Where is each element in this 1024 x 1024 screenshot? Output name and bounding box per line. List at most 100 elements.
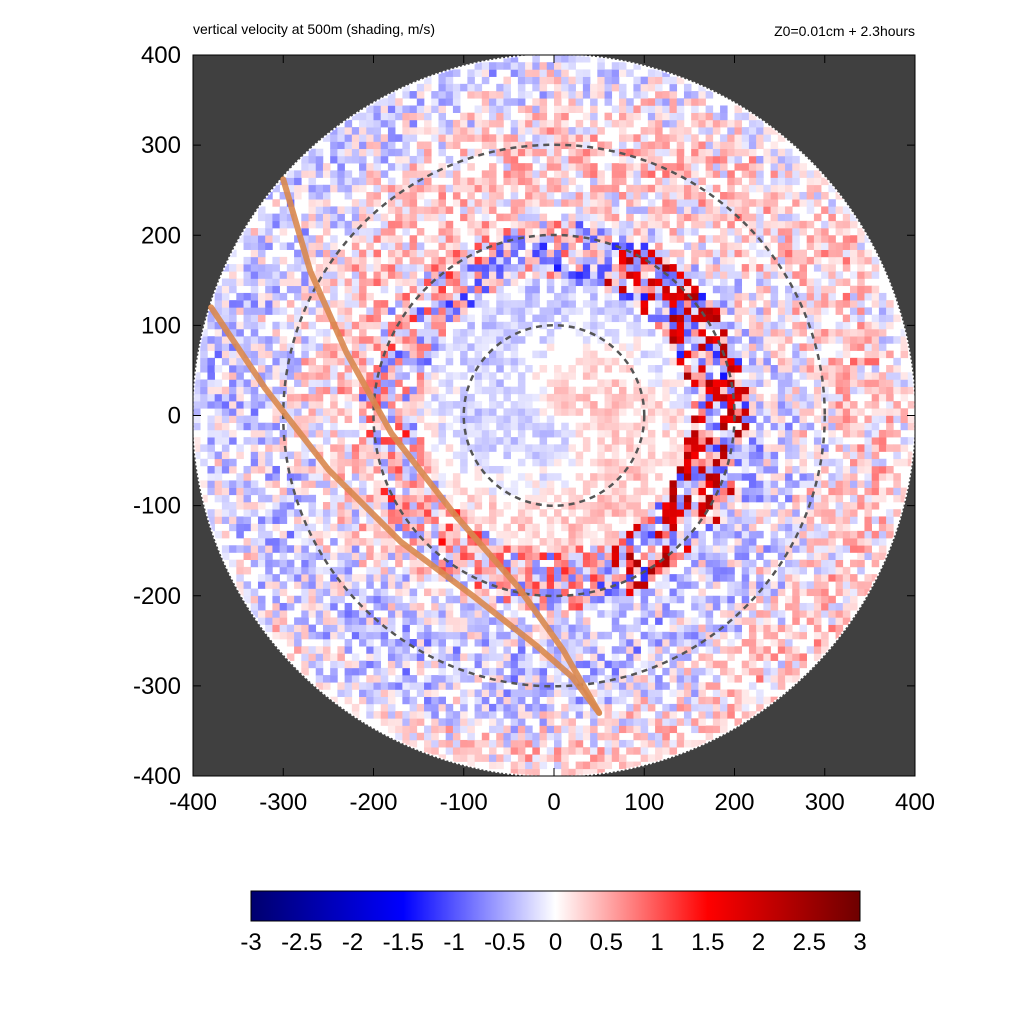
heatmap-cell (539, 595, 548, 604)
heatmap-cell (221, 458, 230, 467)
heatmap-cell (554, 264, 562, 272)
heatmap-cell (712, 336, 721, 344)
heatmap-cell (395, 314, 403, 323)
heatmap-cell (604, 552, 613, 561)
heatmap-cell (431, 271, 439, 279)
heatmap-cell (387, 538, 396, 546)
heatmap-cell (813, 552, 822, 561)
heatmap-cell (517, 667, 526, 676)
heatmap-cell (720, 343, 728, 351)
heatmap-cell (546, 660, 555, 669)
heatmap-cell (481, 574, 490, 582)
heatmap-cell (582, 617, 591, 625)
heatmap-cell (683, 639, 692, 647)
heatmap-cell (864, 480, 872, 488)
heatmap-cell (351, 523, 360, 532)
heatmap-cell (236, 278, 244, 287)
heatmap-cell (712, 213, 721, 222)
heatmap-cell (683, 631, 692, 640)
heatmap-cell (799, 415, 807, 424)
heatmap-cell (510, 639, 519, 647)
heatmap-cell (597, 588, 605, 597)
heatmap-cell (387, 494, 396, 503)
heatmap-cell (525, 566, 533, 575)
heatmap-cell (792, 566, 800, 575)
heatmap-cell (301, 610, 309, 618)
heatmap-cell (748, 386, 757, 395)
heatmap-cell (748, 617, 757, 625)
heatmap-cell (460, 581, 468, 589)
heatmap-cell (756, 357, 764, 366)
heatmap-cell (611, 213, 620, 222)
heatmap-cell (344, 545, 353, 553)
heatmap-cell (438, 393, 446, 402)
heatmap-cell (741, 401, 750, 409)
heatmap-cell (221, 292, 230, 301)
heatmap-cell (416, 401, 425, 409)
heatmap-cell (416, 393, 425, 402)
heatmap-cell (431, 617, 439, 625)
heatmap-cell (387, 624, 396, 633)
heatmap-cell (532, 754, 540, 762)
heatmap-cell (683, 271, 692, 279)
heatmap-cell (590, 350, 598, 359)
heatmap-cell (467, 516, 475, 524)
heatmap-cell (835, 249, 844, 258)
heatmap-cell (409, 422, 418, 431)
heatmap-cell (532, 624, 540, 633)
heatmap-cell (387, 458, 396, 467)
heatmap-cell (229, 408, 237, 416)
heatmap-cell (655, 595, 663, 604)
heatmap-cell (322, 379, 331, 387)
heatmap-cell (460, 747, 468, 755)
heatmap-cell (265, 458, 273, 467)
heatmap-cell (409, 437, 418, 445)
heatmap-cell (395, 552, 403, 561)
heatmap-cell (554, 675, 562, 683)
heatmap-cell (676, 285, 685, 294)
heatmap-cell (842, 509, 851, 517)
heatmap-cell (452, 328, 461, 337)
heatmap-cell (481, 667, 490, 676)
heatmap-cell (647, 624, 656, 633)
heatmap-cell (792, 494, 800, 503)
heatmap-cell (626, 739, 634, 748)
heatmap-cell (229, 372, 237, 380)
heatmap-cell (734, 386, 743, 395)
heatmap-cell (373, 213, 382, 222)
heatmap-cell (467, 393, 475, 402)
heatmap-cell (561, 386, 569, 395)
heatmap-cell (857, 451, 865, 460)
heatmap-cell (640, 278, 649, 287)
heatmap-cell (828, 595, 836, 604)
heatmap-cell (272, 408, 280, 416)
heatmap-cell (272, 602, 280, 611)
heatmap-cell (424, 386, 432, 395)
heatmap-cell (597, 646, 605, 654)
heatmap-cell (633, 487, 641, 496)
heatmap-cell (720, 545, 728, 553)
heatmap-cell (640, 660, 649, 669)
heatmap-cell (279, 213, 288, 222)
heatmap-cell (554, 379, 562, 387)
heatmap-cell (546, 617, 555, 625)
heatmap-cell (864, 285, 872, 294)
heatmap-cell (445, 480, 454, 488)
heatmap-cell (864, 494, 872, 503)
heatmap-cell (221, 408, 230, 416)
heatmap-cell (539, 639, 548, 647)
heatmap-cell (734, 696, 743, 705)
heatmap-cell (503, 660, 511, 669)
heatmap-cell (416, 682, 425, 690)
heatmap-cell (712, 566, 721, 575)
heatmap-cell (438, 610, 446, 618)
heatmap-cell (286, 271, 295, 279)
heatmap-cell (416, 415, 425, 424)
heatmap-cell (416, 639, 425, 647)
heatmap-cell (207, 451, 215, 460)
heatmap-cell (590, 271, 598, 279)
heatmap-cell (785, 444, 793, 452)
heatmap-cell (835, 487, 844, 496)
heatmap-cell (359, 487, 367, 496)
heatmap-cell (662, 213, 670, 222)
